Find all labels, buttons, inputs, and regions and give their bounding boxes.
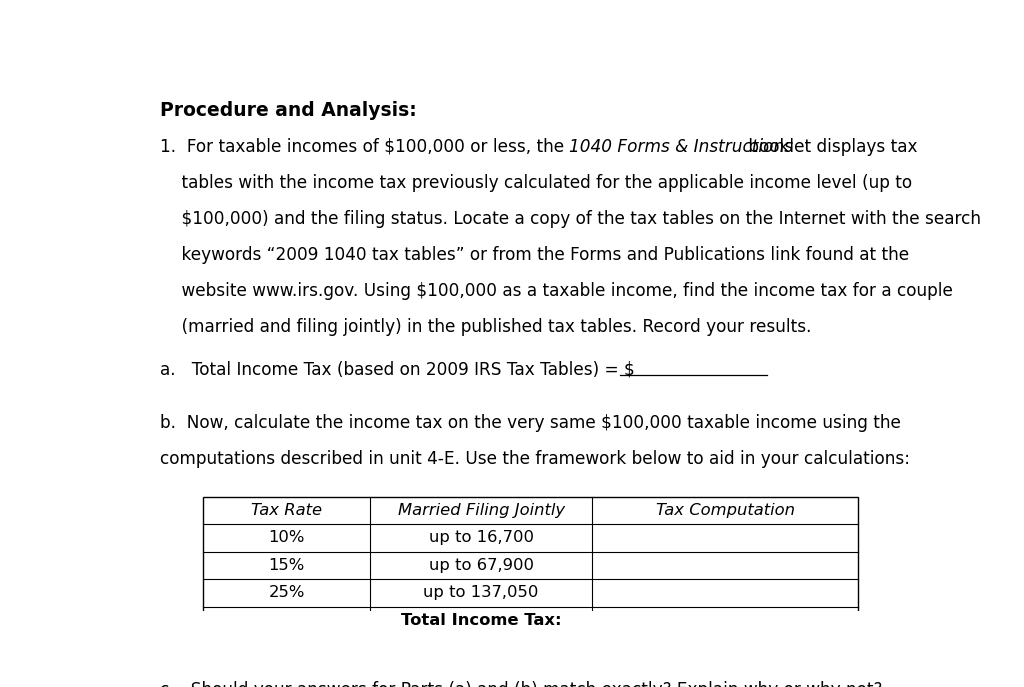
Text: Married Filing Jointly: Married Filing Jointly	[397, 503, 564, 518]
Text: 1.  For taxable incomes of $100,000 or less, the: 1. For taxable incomes of $100,000 or le…	[160, 138, 569, 156]
Text: 15%: 15%	[268, 558, 305, 573]
Text: computations described in unit 4-E. Use the framework below to aid in your calcu: computations described in unit 4-E. Use …	[160, 450, 909, 468]
Text: b.  Now, calculate the income tax on the very same $100,000 taxable income using: b. Now, calculate the income tax on the …	[160, 414, 901, 432]
Text: tables with the income tax previously calculated for the applicable income level: tables with the income tax previously ca…	[160, 174, 911, 192]
Text: up to 137,050: up to 137,050	[424, 585, 539, 600]
Text: Tax Rate: Tax Rate	[251, 503, 323, 518]
Text: up to 16,700: up to 16,700	[429, 530, 534, 545]
Bar	[204, 497, 858, 634]
Text: c.   Should your answers for Parts (a) and (b) match exactly? Explain why or why: c. Should your answers for Parts (a) and…	[160, 681, 882, 687]
Text: keywords “2009 1040 tax tables” or from the Forms and Publications link found at: keywords “2009 1040 tax tables” or from …	[160, 246, 909, 264]
Text: Total Income Tax:: Total Income Tax:	[400, 613, 561, 628]
Text: a.   Total Income Tax (based on 2009 IRS Tax Tables) = $: a. Total Income Tax (based on 2009 IRS T…	[160, 360, 635, 378]
Text: (married and filing jointly) in the published tax tables. Record your results.: (married and filing jointly) in the publ…	[160, 318, 811, 336]
Text: a.   Total Income Tax (based on 2009 IRS Tax Tables) = $: a. Total Income Tax (based on 2009 IRS T…	[160, 360, 635, 378]
Text: website www.irs.gov. Using $100,000 as a taxable income, find the income tax for: website www.irs.gov. Using $100,000 as a…	[160, 282, 952, 300]
Text: booklet displays tax: booklet displays tax	[742, 138, 918, 156]
Text: $100,000) and the filing status. Locate a copy of the tax tables on the Internet: $100,000) and the filing status. Locate …	[160, 210, 981, 228]
Text: 1040 Forms & Instructions: 1040 Forms & Instructions	[569, 138, 794, 156]
Text: 10%: 10%	[268, 530, 305, 545]
Text: Tax Computation: Tax Computation	[655, 503, 795, 518]
Text: up to 67,900: up to 67,900	[429, 558, 534, 573]
Text: Procedure and Analysis:: Procedure and Analysis:	[160, 101, 417, 120]
Text: 25%: 25%	[268, 585, 305, 600]
